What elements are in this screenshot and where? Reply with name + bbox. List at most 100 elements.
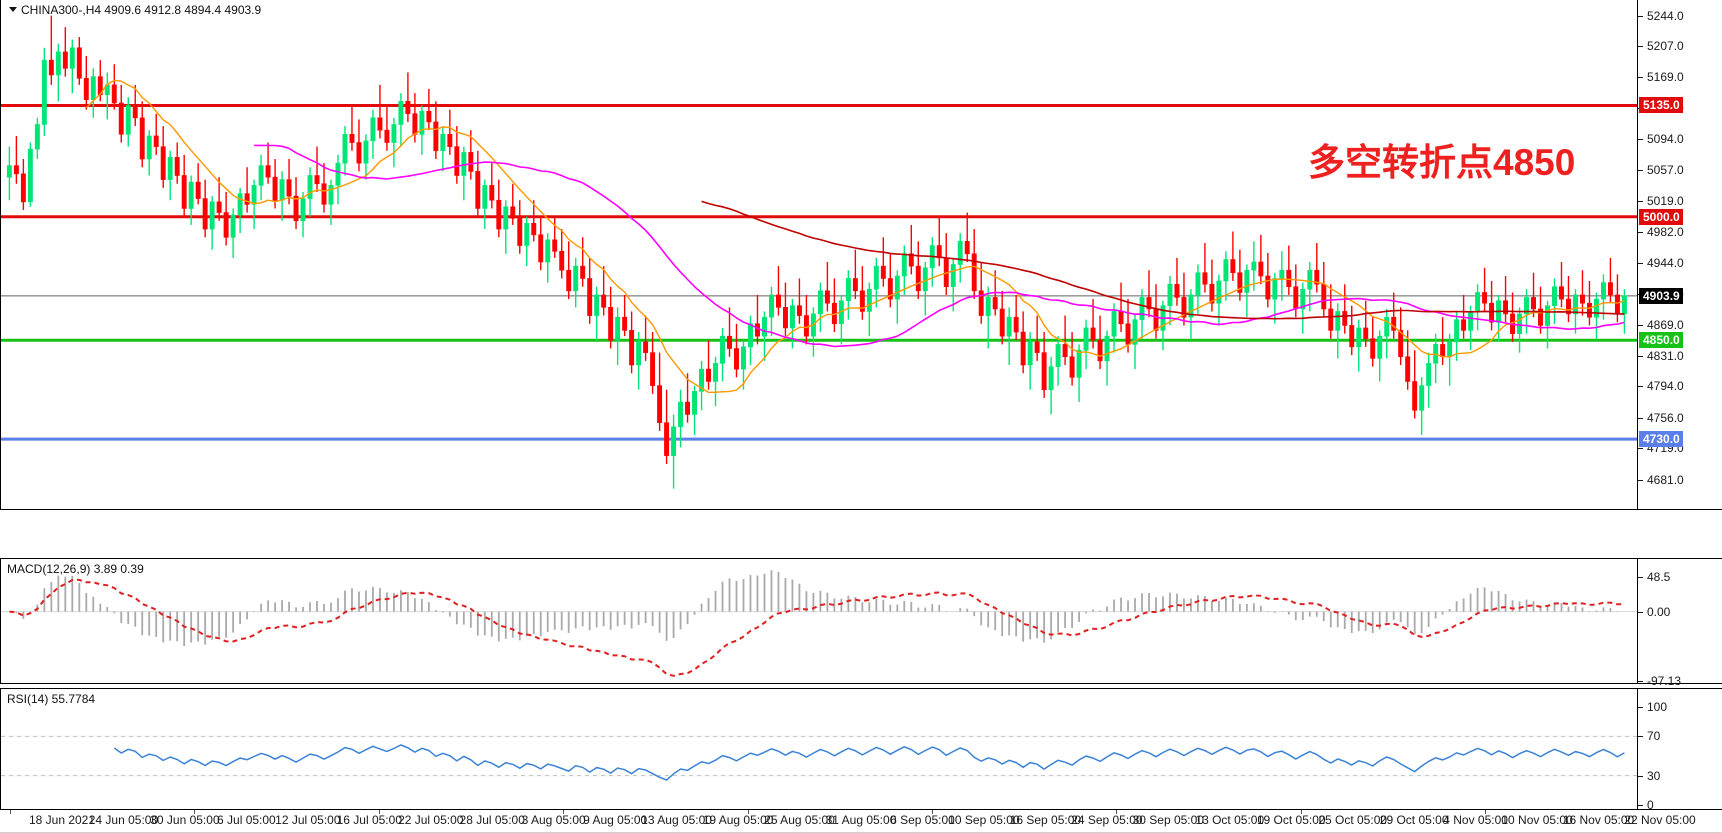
chart-annotation-text: 多空转折点4850: [1308, 142, 1576, 183]
price-tick-label: 5094.0: [1647, 132, 1684, 147]
time-axis-label: 30 Sep 05:00: [1132, 813, 1204, 827]
time-axis-label: 18 Jun 2021: [28, 813, 96, 827]
time-axis-label: 9 Aug 05:00: [583, 813, 648, 827]
price-tick-label: 5207.0: [1647, 39, 1684, 54]
macd-tick-mark: [1638, 681, 1643, 682]
time-axis-tick: [1116, 810, 1117, 814]
price-tick-mark: [1638, 46, 1643, 48]
price-tick-label: 4869.0: [1647, 317, 1684, 332]
rsi-plot-area[interactable]: [1, 689, 1637, 811]
time-axis-tick: [748, 810, 749, 814]
time-axis-tick: [1485, 810, 1486, 814]
price-tick-mark: [1638, 169, 1643, 171]
time-axis-label: 22 Nov 05:00: [1624, 813, 1696, 827]
macd-panel-left-border: [0, 559, 1, 683]
time-axis-tick: [379, 810, 380, 814]
macd-tick-label: 48.5: [1647, 570, 1671, 584]
time-axis-label: 31 Aug 05:00: [825, 813, 897, 827]
chevron-down-icon[interactable]: [9, 7, 17, 12]
price-tick-label: 4681.0: [1647, 472, 1684, 487]
price-tick-mark: [1638, 201, 1643, 203]
price-tick-mark: [1638, 15, 1643, 17]
price-panel[interactable]: 5244.05207.05169.05132.05094.05057.05019…: [0, 0, 1722, 510]
time-axis-label: 12 Jul 05:00: [275, 813, 341, 827]
time-axis-tick: [563, 810, 564, 814]
price-tick-label: 4831.0: [1647, 348, 1684, 363]
time-axis-label: 19 Oct 05:00: [1256, 813, 1326, 827]
price-axis[interactable]: 5244.05207.05169.05132.05094.05057.05019…: [1637, 0, 1722, 509]
price-level-tag[interactable]: 4730.0: [1639, 431, 1683, 448]
price-tick-mark: [1638, 386, 1643, 388]
time-axis-tick: [10, 810, 11, 814]
time-axis-label: 3 Aug 05:00: [521, 813, 586, 827]
price-tick-mark: [1638, 77, 1643, 79]
macd-tick-label: -97.13: [1647, 674, 1682, 688]
time-axis-label: 10 Nov 05:00: [1501, 813, 1573, 827]
macd-plot-area[interactable]: [1, 559, 1637, 685]
rsi-tick-mark: [1638, 775, 1643, 777]
time-axis-label: 24 Sep 05:00: [1071, 813, 1143, 827]
time-axis-label: 16 Sep 05:00: [1009, 813, 1082, 827]
time-axis-label: 28 Jul 05:00: [459, 813, 525, 827]
time-axis-label: 24 Jun 05:00: [88, 813, 159, 827]
time-axis-label: 16 Jul 05:00: [336, 813, 402, 827]
price-panel-left-border: [0, 0, 1, 509]
time-axis-label: 4 Nov 05:00: [1443, 813, 1508, 827]
rsi-tick-label: 70: [1647, 729, 1661, 744]
rsi-tick-label: 30: [1647, 768, 1661, 783]
price-tick-label: 5169.0: [1647, 70, 1684, 85]
macd-tick-mark: [1638, 577, 1643, 578]
price-tick-label: 4756.0: [1647, 410, 1684, 425]
price-tick-mark: [1638, 479, 1643, 481]
time-axis-label: 22 Jul 05:00: [398, 813, 464, 827]
time-axis-label: 19 Aug 05:00: [702, 813, 774, 827]
price-tick-label: 5057.0: [1647, 162, 1684, 177]
time-axis-tick: [932, 810, 933, 814]
time-axis-label: 30 Jun 05:00: [150, 813, 220, 827]
price-tick-mark: [1638, 231, 1643, 233]
price-tick-label: 4982.0: [1647, 224, 1684, 239]
time-axis-tick: [1301, 810, 1302, 814]
time-axis-label: 13 Oct 05:00: [1195, 813, 1265, 827]
price-level-tag[interactable]: 4850.0: [1639, 332, 1683, 349]
time-axis-label: 6 Jul 05:00: [217, 813, 276, 827]
time-axis-label: 6 Sep 05:00: [890, 813, 955, 827]
rsi-axis[interactable]: 100 70 30 0: [1637, 689, 1722, 812]
price-level-tag[interactable]: 5135.0: [1639, 97, 1683, 114]
symbol-header: CHINA300-,H4 4909.6 4912.8 4894.4 4903.9: [9, 3, 261, 17]
rsi-panel[interactable]: 100 70 30 0 RSI(14) 55.7784: [0, 688, 1722, 812]
time-axis-tick: [194, 810, 195, 814]
time-axis-label: 10 Sep 05:00: [948, 813, 1020, 827]
macd-axis[interactable]: 48.5 0.00 -97.13: [1637, 559, 1722, 687]
symbol-header-text: CHINA300-,H4 4909.6 4912.8 4894.4 4903.9: [21, 3, 262, 17]
macd-label: MACD(12,26,9) 3.89 0.39: [7, 562, 144, 576]
rsi-tick-label: 0: [1647, 798, 1654, 812]
rsi-label: RSI(14) 55.7784: [7, 692, 96, 706]
time-axis-label: 29 Oct 05:00: [1379, 813, 1449, 827]
price-tick-mark: [1638, 139, 1643, 141]
time-axis-label: 13 Aug 05:00: [641, 813, 712, 827]
price-tick-label: 5019.0: [1647, 194, 1684, 209]
time-axis[interactable]: 18 Jun 2021 24 Jun 05:00 30 Jun 05:00 6 Jul…: [0, 810, 1722, 833]
macd-panel[interactable]: 48.5 0.00 -97.13 MACD(12,26,9) 3.89 0.39: [0, 558, 1722, 687]
price-tick-mark: [1638, 448, 1643, 450]
price-tick-mark: [1638, 417, 1643, 419]
price-plot-area[interactable]: [1, 0, 1637, 510]
rsi-tick-mark: [1638, 805, 1643, 806]
rsi-panel-left-border: [0, 689, 1, 809]
price-tick-mark: [1638, 324, 1643, 326]
price-level-tag[interactable]: 5000.0: [1639, 208, 1683, 225]
rsi-tick-label: 100: [1647, 700, 1668, 714]
rsi-tick-mark: [1638, 736, 1643, 738]
time-axis-label: 16 Nov 05:00: [1562, 813, 1635, 827]
price-tick-mark: [1638, 355, 1643, 357]
time-axis-label: 25 Oct 05:00: [1318, 813, 1388, 827]
macd-tick-mark: [1638, 611, 1643, 613]
macd-tick-label: 0.00: [1647, 604, 1671, 619]
price-tick-label: 4944.0: [1647, 255, 1684, 270]
price-tick-label: 4794.0: [1647, 379, 1684, 394]
price-level-tag[interactable]: 4903.9: [1639, 287, 1683, 304]
price-tick-mark: [1638, 262, 1643, 264]
time-axis-label: 25 Aug 05:00: [764, 813, 835, 827]
